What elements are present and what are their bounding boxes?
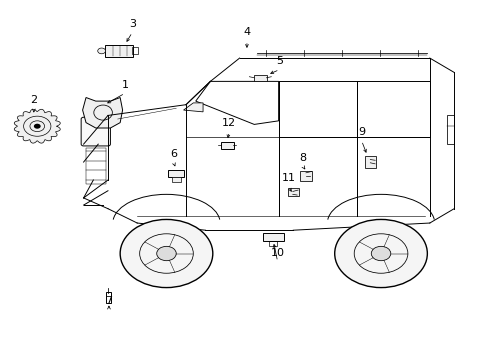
FancyBboxPatch shape bbox=[220, 141, 233, 149]
Circle shape bbox=[157, 246, 176, 261]
Circle shape bbox=[334, 220, 427, 288]
Text: 11: 11 bbox=[281, 173, 295, 183]
Bar bbox=[132, 47, 138, 54]
Bar bbox=[105, 292, 111, 303]
Circle shape bbox=[34, 124, 41, 129]
Bar bbox=[446, 116, 453, 144]
Text: 2: 2 bbox=[30, 95, 38, 105]
Text: 1: 1 bbox=[122, 80, 128, 90]
Circle shape bbox=[120, 220, 212, 288]
FancyBboxPatch shape bbox=[300, 171, 311, 181]
Text: 9: 9 bbox=[357, 127, 365, 137]
Text: 10: 10 bbox=[270, 248, 284, 258]
Circle shape bbox=[98, 48, 105, 54]
Text: 6: 6 bbox=[170, 149, 177, 159]
Text: 7: 7 bbox=[105, 296, 112, 306]
Text: 3: 3 bbox=[128, 19, 136, 29]
Text: 8: 8 bbox=[299, 153, 306, 163]
Polygon shape bbox=[82, 98, 122, 128]
Polygon shape bbox=[183, 103, 203, 112]
Polygon shape bbox=[14, 109, 60, 143]
FancyBboxPatch shape bbox=[364, 156, 375, 168]
FancyBboxPatch shape bbox=[168, 170, 183, 177]
Text: 4: 4 bbox=[243, 27, 250, 37]
FancyBboxPatch shape bbox=[104, 45, 133, 57]
FancyBboxPatch shape bbox=[81, 117, 110, 146]
Bar bbox=[86, 148, 105, 184]
Text: 12: 12 bbox=[222, 118, 236, 128]
FancyBboxPatch shape bbox=[171, 177, 180, 182]
FancyBboxPatch shape bbox=[253, 75, 266, 81]
Text: 5: 5 bbox=[276, 56, 283, 66]
FancyBboxPatch shape bbox=[287, 188, 298, 197]
FancyBboxPatch shape bbox=[262, 233, 284, 241]
Circle shape bbox=[370, 246, 390, 261]
